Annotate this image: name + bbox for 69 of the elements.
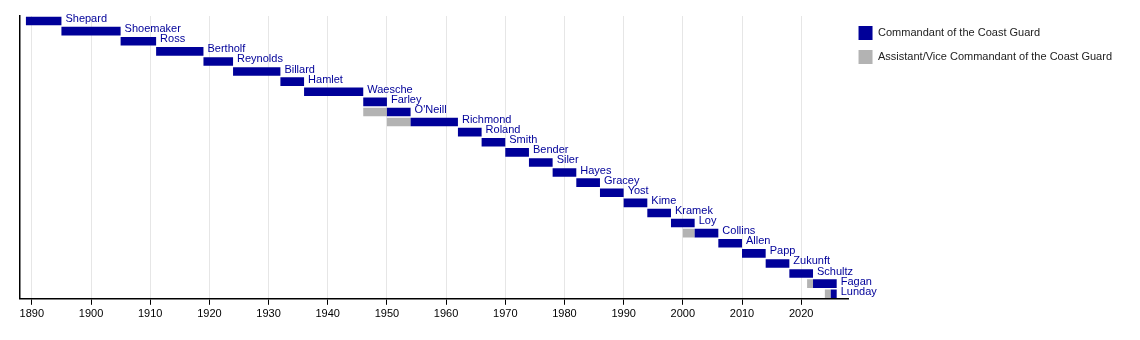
y-tick-label: Waesche: [367, 82, 413, 95]
bar: [280, 77, 305, 86]
y-tick-label: Shepard: [65, 12, 108, 25]
y-tick-label: Siler: [556, 153, 579, 166]
bar: [824, 289, 831, 299]
x-tick-label: 1920: [197, 307, 222, 320]
bar: [363, 107, 387, 117]
x-tick-label: 2000: [670, 307, 696, 320]
bar: [25, 16, 62, 26]
y-tick-label: Hayes: [580, 163, 612, 176]
bar: [576, 178, 600, 187]
bar: [410, 117, 458, 127]
x-tick-label: 1930: [256, 307, 281, 320]
bar: [528, 158, 553, 167]
bar: [789, 269, 814, 278]
y-tick-label: Collins: [722, 224, 756, 237]
x-tick-label: 2020: [788, 307, 814, 320]
y-tick-label: Bender: [532, 143, 569, 156]
y-tick-label: Kime: [651, 193, 677, 206]
bar: [481, 137, 506, 147]
bar: [552, 168, 577, 177]
y-tick-label: Loy: [698, 214, 717, 227]
bar: [457, 127, 482, 137]
bar: [670, 218, 695, 228]
x-tick-label: 1910: [137, 307, 163, 320]
y-tick-label: Allen: [746, 234, 771, 247]
bar: [742, 249, 766, 258]
bar: [647, 208, 671, 218]
y-tick-label: Ross: [160, 32, 186, 45]
y-tick-label: Hamlet: [308, 72, 343, 85]
bar: [120, 36, 157, 46]
x-tick-label: 1980: [552, 307, 577, 320]
legend-label: Commandant of the Coast Guard: [878, 26, 1041, 39]
bar: [807, 279, 814, 288]
x-tick-label: 1890: [19, 307, 45, 320]
y-tick-label: Smith: [509, 133, 538, 146]
bar: [682, 228, 695, 238]
x-tick-label: 1960: [433, 307, 459, 320]
bar: [386, 117, 411, 127]
y-tick-label: Zukunft: [793, 254, 831, 267]
x-tick-label: 1950: [374, 307, 400, 320]
bar: [61, 26, 121, 36]
bar: [623, 198, 648, 208]
bar: [203, 57, 234, 66]
y-tick-label: Richmond: [461, 113, 512, 126]
bar: [386, 107, 411, 117]
legend-label: Assistant/Vice Commandant of the Coast Guard: [878, 50, 1113, 63]
x-tick-label: 1990: [611, 307, 636, 320]
y-tick-label: Billard: [284, 62, 315, 75]
bar: [694, 228, 719, 238]
bar: [363, 97, 387, 107]
x-tick-label: 2010: [729, 307, 755, 320]
bar: [505, 148, 529, 157]
bar: [233, 67, 281, 76]
bar: [718, 238, 743, 248]
bar: [156, 47, 204, 56]
y-tick-label: Shoemaker: [124, 22, 182, 35]
y-tick-label: Reynolds: [237, 52, 284, 65]
x-tick-label: 1940: [315, 307, 340, 320]
bar: [304, 87, 364, 97]
y-tick-label: Papp: [769, 244, 796, 257]
bar: [765, 259, 790, 268]
y-tick-label: Bertholf: [207, 42, 247, 55]
y-tick-label: Roland: [485, 123, 521, 136]
y-tick-label: Schultz: [817, 264, 854, 277]
x-tick-label: 1900: [78, 307, 104, 320]
y-tick-label: Kramek: [674, 203, 714, 216]
bar: [599, 188, 624, 198]
x-tick-label: 1970: [493, 307, 518, 320]
